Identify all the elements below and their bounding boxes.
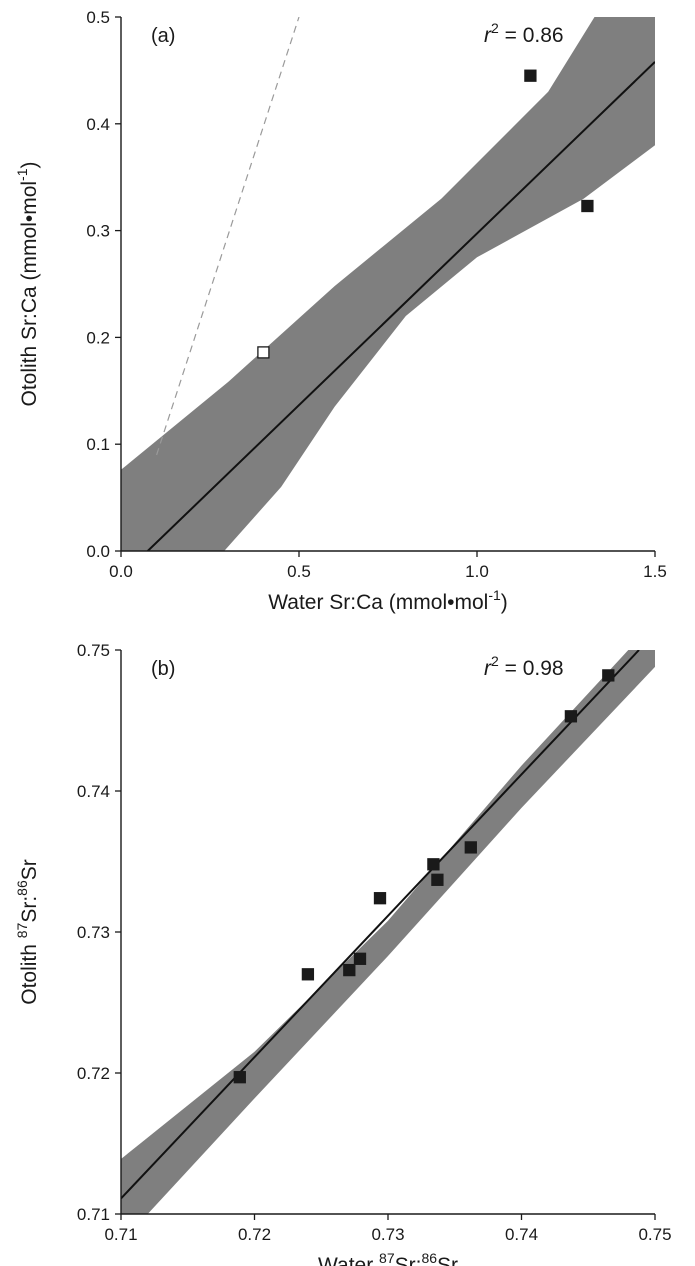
data-point-a-1 xyxy=(257,346,270,359)
r-squared-var-b: r xyxy=(484,657,492,680)
data-point-b-7 xyxy=(431,873,444,886)
confidence-band-a xyxy=(121,17,655,551)
x-axis-title-b-sup: 87 xyxy=(379,1250,395,1266)
x-tick-label-b-4: 0.75 xyxy=(638,1225,671,1244)
x-axis-title-a-pre: Water Sr:Ca (mmol•mol xyxy=(268,591,488,614)
y-tick-label-b-3: 0.74 xyxy=(77,782,110,801)
x-tick-label-b-1: 0.72 xyxy=(238,1225,271,1244)
y-axis-title-b: Otolith 87Sr:86Sr xyxy=(14,859,41,1005)
r-squared-label-a: r2 = 0.86 xyxy=(484,20,564,47)
data-point-b-1 xyxy=(233,1071,246,1084)
x-tick-label-b-3: 0.74 xyxy=(505,1225,538,1244)
y-axis-title-b-sup: 87 xyxy=(14,922,30,938)
y-tick-label-a-4: 0.4 xyxy=(86,115,110,134)
x-axis-title-a-post: ) xyxy=(501,591,508,614)
y-tick-label-b-4: 0.75 xyxy=(77,641,110,660)
panel-b: 0.71 0.72 0.73 0.74 0.75 0.71 0.72 0.73 0.74 0.75… xyxy=(14,641,672,1266)
x-axis-title-b-post: Sr xyxy=(437,1254,458,1266)
x-axis-title-a-sup: -1 xyxy=(488,587,501,603)
r-squared-value-b: = 0.98 xyxy=(499,657,564,680)
panel-label-a: (a) xyxy=(151,25,175,47)
y-tick-label-b-0: 0.71 xyxy=(77,1205,110,1224)
data-point-b-8 xyxy=(464,841,477,854)
y-tick-label-a-1: 0.1 xyxy=(86,435,110,454)
x-axis-title-a: Water Sr:Ca (mmol•mol-1) xyxy=(268,587,508,614)
y-axis-title-b-mid: Sr: xyxy=(18,896,41,923)
y-axis-title-a-pre: Otolith Sr:Ca (mmol•mol xyxy=(18,181,41,407)
y-axis-title-a: Otolith Sr:Ca (mmol•mol-1) xyxy=(14,161,41,406)
r-squared-exp-b: 2 xyxy=(491,653,499,669)
r-squared-value-a: = 0.86 xyxy=(499,24,564,47)
y-axis-title-b-sup2: 86 xyxy=(14,880,30,896)
data-point-b-6 xyxy=(427,858,440,871)
x-tick-label-a-2: 1.0 xyxy=(465,562,489,581)
y-tick-label-a-2: 0.2 xyxy=(86,328,110,347)
y-axis-title-a-post: ) xyxy=(18,161,41,168)
data-point-a-2 xyxy=(524,69,537,82)
r-squared-label-b: r2 = 0.98 xyxy=(484,653,564,680)
panel-a: 0.0 0.5 1.0 1.5 0.0 0.1 0.2 0.3 0.4 0.5 Water Sr:C… xyxy=(14,8,667,614)
y-tick-label-b-2: 0.73 xyxy=(77,923,110,942)
reference-line-a xyxy=(156,17,300,456)
x-axis-title-b-mid: Sr: xyxy=(395,1254,422,1266)
plot-area-a xyxy=(121,17,655,551)
regression-line-b xyxy=(121,650,640,1200)
x-tick-label-a-0: 0.0 xyxy=(109,562,133,581)
x-axis-title-b-pre: Water xyxy=(318,1254,379,1266)
r-squared-var-a: r xyxy=(484,24,492,47)
x-tick-label-a-3: 1.5 xyxy=(643,562,667,581)
data-point-b-10 xyxy=(602,669,615,682)
data-point-a-3 xyxy=(581,199,594,213)
y-tick-label-a-0: 0.0 xyxy=(86,542,110,561)
x-tick-label-a-1: 0.5 xyxy=(287,562,311,581)
x-axis-title-b-sup2: 86 xyxy=(421,1250,437,1266)
plot-area-b xyxy=(121,650,655,1214)
x-tick-label-b-2: 0.73 xyxy=(371,1225,404,1244)
r-squared-exp-a: 2 xyxy=(491,20,499,36)
y-tick-label-a-3: 0.3 xyxy=(86,222,110,241)
data-point-b-9 xyxy=(564,710,578,723)
confidence-band-b xyxy=(121,650,655,1214)
data-point-b-2 xyxy=(301,968,315,981)
y-tick-label-a-5: 0.5 xyxy=(86,8,110,27)
y-axis-title-a-sup: -1 xyxy=(14,168,30,181)
panel-label-b: (b) xyxy=(151,658,175,680)
x-tick-label-b-0: 0.71 xyxy=(104,1225,137,1244)
y-axis-title-b-post: Sr xyxy=(18,859,41,880)
regression-line-a xyxy=(147,61,655,551)
data-point-b-3 xyxy=(343,963,356,977)
data-point-b-5 xyxy=(373,892,387,905)
x-axis-title-b: Water 87Sr:86Sr xyxy=(318,1250,458,1266)
y-tick-label-b-1: 0.72 xyxy=(77,1064,110,1083)
y-axis-title-b-pre: Otolith xyxy=(18,938,41,1005)
data-point-b-4 xyxy=(353,952,367,965)
